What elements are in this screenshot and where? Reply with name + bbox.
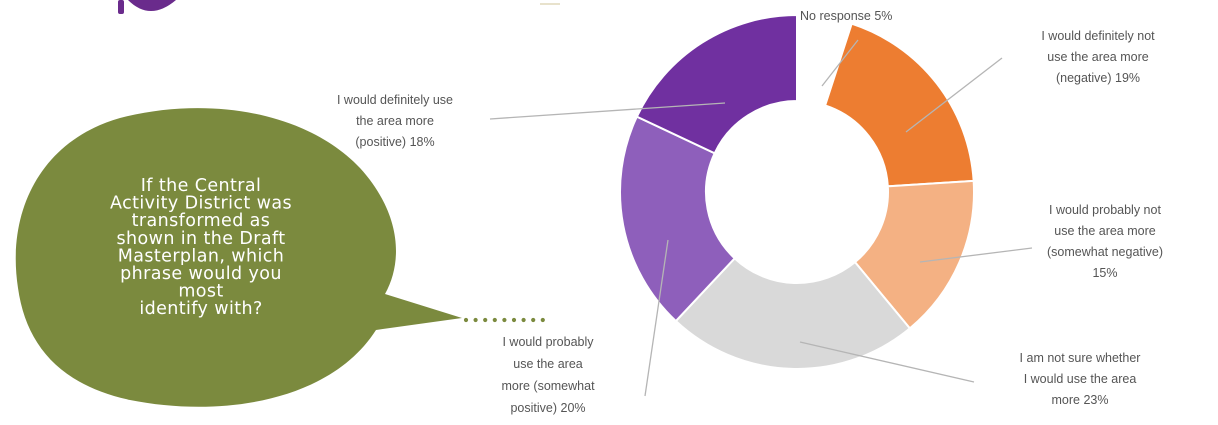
slice-label: the area more — [356, 114, 434, 128]
donut-slice — [635, 13, 798, 155]
question-line: Activity District was — [110, 194, 292, 214]
leader-line — [905, 57, 1003, 133]
slice-label: I would probably — [502, 335, 594, 349]
connector-dot — [531, 317, 536, 323]
slice-label: I would definitely not — [1041, 29, 1155, 43]
bubble-swoosh — [37, 374, 171, 418]
question-line: shown in the Draft — [117, 229, 286, 249]
connector-dot — [540, 317, 545, 323]
slice-label: I would probably not — [1049, 203, 1161, 217]
speech-bubble-shape — [15, 108, 463, 407]
slice-label: I would use the area — [1024, 372, 1137, 386]
slice-label: (somewhat negative) — [1047, 245, 1163, 259]
slice-label: use the area more — [1054, 224, 1155, 238]
slice-labels: No response 5% I would definitely not use … — [337, 9, 1163, 415]
slice-label: (positive) 18% — [355, 135, 434, 149]
slice-label: (negative) 19% — [1056, 71, 1140, 85]
connector-dot — [473, 317, 478, 323]
question-line: phrase would you — [120, 264, 282, 284]
slice-label: use the area — [513, 357, 583, 371]
slice-label: I am not sure whether — [1020, 351, 1141, 365]
question-line: transformed as — [132, 211, 271, 231]
donut-slice — [619, 115, 737, 323]
slice-label: I would definitely use — [337, 93, 453, 107]
donut-slice — [853, 179, 975, 330]
question-line: identify with? — [139, 299, 262, 319]
cropped-heading-fragment — [118, 0, 560, 14]
leader-line — [644, 239, 669, 397]
leader-lines — [489, 39, 1033, 397]
donut-slice — [823, 22, 975, 188]
slice-label: positive) 20% — [510, 401, 585, 415]
question-line: If the Central — [141, 176, 262, 196]
leader-line — [799, 341, 975, 383]
leader-line — [821, 39, 859, 87]
dotted-connector — [463, 317, 545, 323]
donut-slice — [674, 256, 912, 370]
slice-label: No response 5% — [800, 9, 892, 23]
connector-dot — [463, 317, 469, 323]
donut-slices — [619, 13, 975, 370]
question-line: most — [178, 282, 223, 302]
slice-label: more (somewhat — [501, 379, 595, 393]
slice-label: use the area more — [1047, 50, 1148, 64]
slice-label: 15% — [1092, 266, 1117, 280]
connector-dot — [521, 317, 526, 323]
connector-dot — [483, 317, 488, 323]
connector-dot — [511, 317, 517, 323]
slice-label: more 23% — [1052, 393, 1109, 407]
connector-dot — [492, 317, 497, 323]
question-line: Masterplan, which — [118, 246, 284, 266]
connector-dot — [502, 317, 507, 323]
leader-line — [919, 247, 1033, 263]
leader-line — [489, 102, 726, 120]
